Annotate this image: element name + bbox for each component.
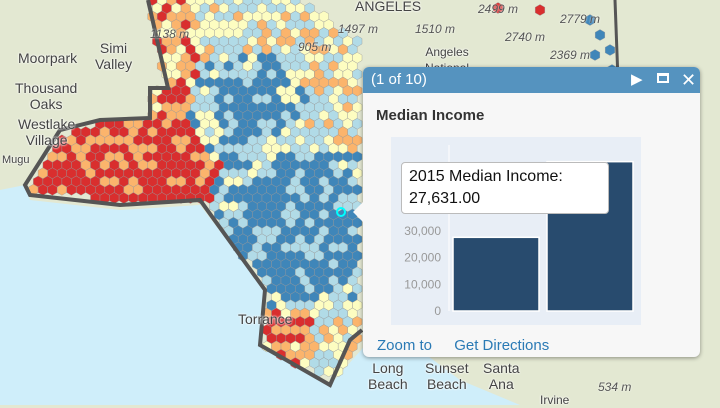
selected-hex-marker[interactable] xyxy=(336,207,346,217)
popup-title: Median Income xyxy=(376,107,485,124)
y-tick-label: 0 xyxy=(434,304,441,318)
place-label: Long Beach xyxy=(368,360,408,392)
y-tick-label: 10,000 xyxy=(404,277,441,291)
boundary-line-east xyxy=(613,0,620,81)
elevation-label: 534 m xyxy=(598,380,632,394)
tooltip-label: 2015 Median Income: xyxy=(409,168,563,185)
bar-0[interactable] xyxy=(452,236,540,312)
hex-cell[interactable] xyxy=(535,4,545,16)
feature-counter: (1 of 10) xyxy=(371,71,427,88)
maximize-icon[interactable] xyxy=(657,73,669,83)
y-tick-label: 20,000 xyxy=(404,251,441,265)
place-label: ANGELES xyxy=(355,0,422,14)
place-label: Westlake Village xyxy=(18,116,76,148)
popup-header: (1 of 10) ▶ ✕ xyxy=(363,67,700,93)
elevation-label: 1510 m xyxy=(415,22,456,36)
close-icon[interactable]: ✕ xyxy=(681,70,697,90)
info-popup: (1 of 10) ▶ ✕ Median Income 0 10,000 20,00… xyxy=(353,67,700,357)
get-directions-link[interactable]: Get Directions xyxy=(454,337,550,354)
hex-cell[interactable] xyxy=(585,14,595,26)
tooltip-value: 27,631.00 xyxy=(409,190,481,207)
place-label: Torrance xyxy=(238,311,293,327)
place-label: Irvine xyxy=(540,393,570,407)
elevation-label: 1497 m xyxy=(338,22,379,36)
boundary-line xyxy=(22,0,364,388)
hex-cell[interactable] xyxy=(605,44,615,56)
hex-cell[interactable] xyxy=(595,29,605,41)
place-label: Santa Ana xyxy=(483,360,520,392)
next-feature-icon[interactable]: ▶ xyxy=(631,71,643,88)
popup-pointer xyxy=(353,202,363,222)
hex-cell[interactable] xyxy=(590,49,600,61)
elevation-label: 2369 m xyxy=(550,48,591,62)
elevation-label: 2499 m xyxy=(478,2,519,16)
place-label: Sunset Beach xyxy=(425,360,469,392)
y-tick-label: 30,000 xyxy=(404,224,441,238)
zoom-to-link[interactable]: Zoom to xyxy=(377,337,433,354)
elevation-label: 1138 m xyxy=(150,27,190,41)
elevation-label: 905 m xyxy=(298,40,332,54)
place-label: Thousand Oaks xyxy=(15,80,78,112)
hex-cell[interactable] xyxy=(493,2,503,14)
place-label: Simi Valley xyxy=(95,40,133,72)
elevation-label: 2779 m xyxy=(560,12,601,26)
chart-tooltip: 2015 Median Income: 27,631.00 xyxy=(401,162,609,214)
place-label: Mugu xyxy=(2,154,30,166)
place-label: Moorpark xyxy=(18,50,78,66)
hexbin-layer xyxy=(28,0,617,378)
elevation-label: 2740 m xyxy=(505,30,546,44)
